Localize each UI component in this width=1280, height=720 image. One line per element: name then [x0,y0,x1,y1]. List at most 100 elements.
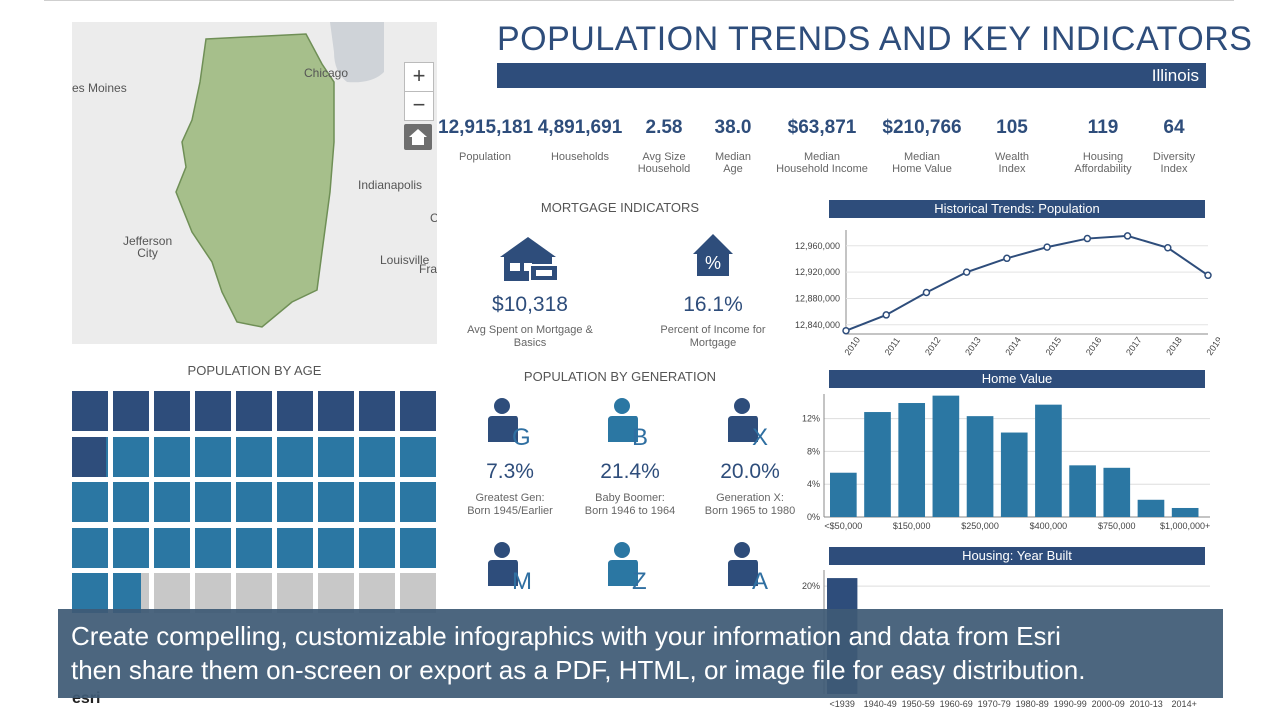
home-value-bar [864,412,891,517]
kpi-1: 4,891,691 Households [533,117,627,163]
map-panel[interactable]: es Moines Chicago Indianapolis Jefferson… [72,22,437,344]
age-cell [154,482,190,522]
x-tick-label: 1970-79 [978,699,1011,709]
age-cell [400,482,436,522]
y-tick-label: 12,920,000 [795,267,840,277]
kpi-2: 2.58 Avg Size Household [627,117,701,175]
home-button[interactable] [404,124,432,150]
x-tick-label: 1990-99 [1054,699,1087,709]
data-point [1123,232,1132,240]
generation-letter: X [752,424,769,451]
kpi-label: Households [550,151,610,163]
generation-pct: 21.4% [600,460,660,483]
page-title: POPULATION TRENDS AND KEY INDICATORS [497,20,1253,58]
data-point [922,288,931,297]
data-point [1083,234,1092,243]
x-tick-label: 2014+ [1172,699,1197,709]
kpi-value: 4,891,691 [537,117,623,138]
pct-income-value: 16.1% [683,293,743,316]
age-cell [195,527,231,568]
pct-income-label: Percent of Income for Mortgage [660,324,766,349]
generation-label: Generation X: Born 1965 to 1980 [704,492,796,517]
region-band: Illinois [497,63,1206,88]
zoom-control: + − [404,62,434,121]
age-cell [359,436,395,477]
age-heading: POPULATION BY AGE [187,363,322,378]
x-tick-label: <1939 [830,699,855,709]
home-value-bar [1137,499,1165,517]
x-tick-label: 2019 [1204,335,1220,357]
kpi-value: 105 [996,117,1028,138]
age-cell [113,391,149,431]
zoom-out-button[interactable]: − [405,91,433,120]
age-cell [113,436,149,477]
generation-item: G 7.3% Greatest Gen: Born 1945/Earlier [450,396,570,518]
region-name: Illinois [1151,66,1199,85]
zoom-in-button[interactable]: + [412,63,426,88]
x-tick-label: 1980-89 [1016,699,1049,709]
age-cell [72,527,108,568]
age-cell [318,436,354,477]
generation-letter: G [512,424,531,451]
kpi-0: 12,915,181 Population [438,117,534,163]
age-waffle-grid [72,391,437,613]
map-label-louisville: Louisville [380,253,430,267]
age-cell [277,482,313,522]
kpi-value: 64 [1163,117,1185,138]
y-tick-label: 12,880,000 [795,293,840,303]
house-percent-icon: % [693,234,733,276]
kpi-3: 38.0 Median Age [695,117,771,175]
kpi-value: 12,915,181 [438,117,534,138]
x-tick-label: 1940-49 [864,699,897,709]
x-tick-label: 2016 [1084,335,1104,357]
map-label-indianapolis: Indianapolis [358,178,423,192]
age-cell [154,391,190,431]
age-cell [236,482,272,522]
age-cell [318,573,354,613]
generation-item: M [450,540,570,621]
age-cell [236,527,272,568]
age-cell [400,436,436,477]
x-tick-label: 2011 [883,336,902,358]
age-cell [400,391,436,431]
chart-title-year-built: Housing: Year Built [829,547,1205,565]
age-cell [318,391,354,431]
home-value-bar [1035,404,1062,517]
x-tick-label: 2012 [923,335,943,357]
age-cell [154,573,190,613]
home-value-bar [966,416,994,517]
caption-overlay: Create compelling, customizable infograp… [58,609,1223,698]
data-point [1204,271,1212,280]
x-tick-label: $750,000 [1098,521,1136,531]
chart-title-population: Historical Trends: Population [829,200,1205,218]
person-icon: G [450,396,570,456]
person-icon: B [570,396,690,456]
x-tick-label: $150,000 [893,521,931,531]
data-point [882,311,890,319]
age-cell [236,391,272,431]
person-icon: A [690,540,810,600]
avg-spent-value: $10,318 [492,293,568,316]
age-cell [400,527,436,568]
kpi-value: $63,871 [787,117,857,138]
y-tick-label: 12% [802,414,820,424]
data-point [1043,243,1051,251]
age-cell [113,527,149,568]
kpi-label: Housing Affordability [1074,151,1132,175]
x-tick-label: 1960-69 [940,699,973,709]
age-cell [72,573,108,613]
age-cell [195,436,231,477]
person-icon: Z [570,540,690,600]
caption-line-2: then share them on-screen or export as a… [71,655,1086,685]
top-rule [44,0,1234,1]
generation-item: A [690,540,810,621]
age-cell [72,436,108,477]
kpi-value: 38.0 [714,117,752,138]
caption-line-1: Create compelling, customizable infograp… [71,621,1061,651]
data-point [1003,254,1011,263]
age-cell [72,391,108,431]
data-point [962,268,971,276]
x-tick-label: <$50,000 [824,521,862,531]
kpi-label: Wealth Index [994,151,1030,175]
age-cell [113,482,149,522]
